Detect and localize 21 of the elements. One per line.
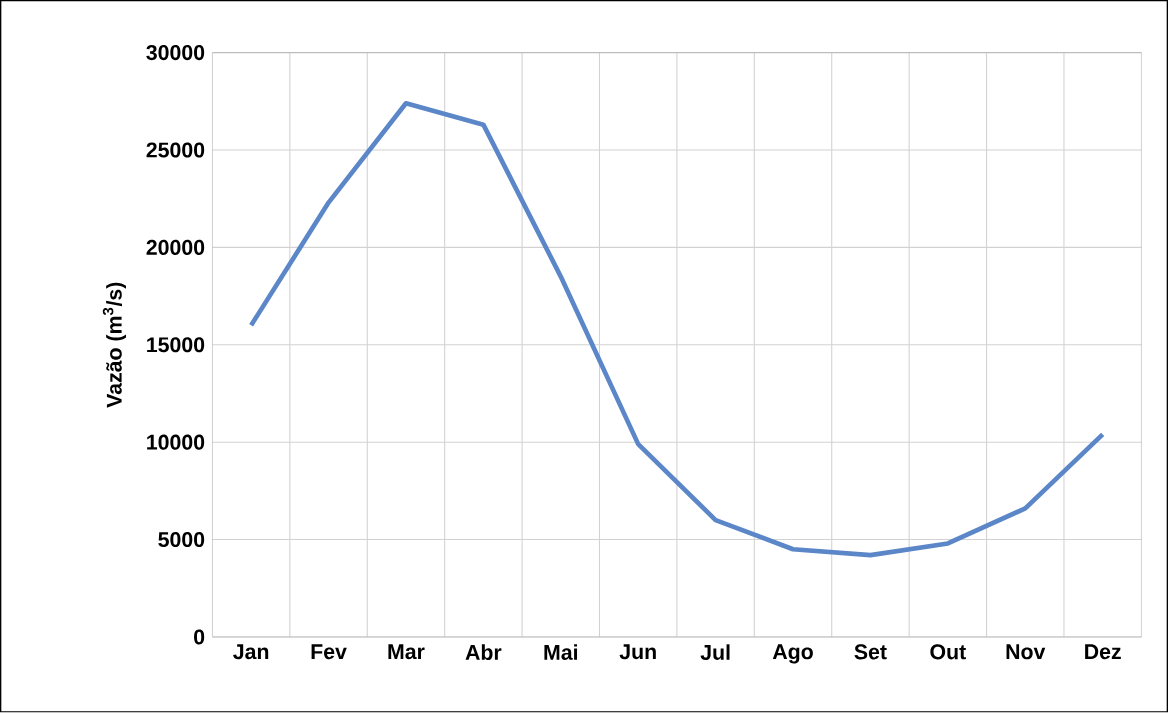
y-tick-label: 0 bbox=[194, 629, 205, 645]
x-tick-label: Set bbox=[854, 644, 887, 660]
y-axis-title: Vazão (m$^{3}$/s) bbox=[102, 282, 127, 408]
y-tick-label: 5000 bbox=[158, 532, 205, 548]
x-tick-label: Out bbox=[930, 644, 966, 660]
y-tick-label: 25000 bbox=[146, 142, 205, 158]
x-tick-label: Jun bbox=[619, 644, 656, 660]
x-tick-label: Jul bbox=[700, 644, 730, 661]
line-series bbox=[248, 101, 1105, 558]
y-tick-label: 15000 bbox=[147, 337, 205, 353]
x-tick-label: Jan bbox=[233, 644, 269, 660]
x-tick-label: Mar bbox=[388, 644, 425, 660]
x-tick-label: Fev bbox=[311, 644, 347, 660]
x-tick-label: Ago bbox=[772, 644, 813, 664]
x-tick-label: Mai bbox=[544, 644, 578, 661]
y-tick-label: 30000 bbox=[146, 45, 205, 61]
y-tick-label: 20000 bbox=[146, 240, 205, 256]
y-tick-label: 10000 bbox=[147, 434, 205, 450]
x-tick-label: Abr bbox=[465, 644, 502, 661]
x-tick-label: Nov bbox=[1006, 644, 1046, 660]
x-tick-label: Dez bbox=[1085, 644, 1121, 660]
